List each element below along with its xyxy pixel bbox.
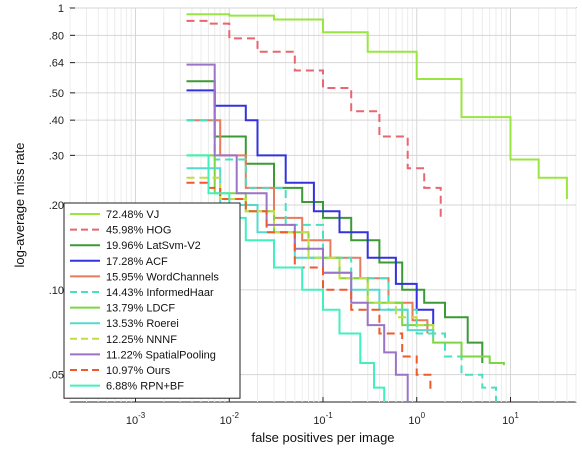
x-tick-label: 10-1 <box>313 411 333 427</box>
x-tick-label: 101 <box>502 411 519 427</box>
series-lines <box>186 13 568 402</box>
legend-label: 6.88% RPN+BF <box>106 381 184 393</box>
x-tick-label: 100 <box>408 411 425 427</box>
legend-label: 45.98% HOG <box>106 225 171 237</box>
legend-label: 13.53% Roerei <box>106 318 179 330</box>
series-line-0 <box>186 13 568 199</box>
legend-box <box>63 202 241 399</box>
series-line-3 <box>186 89 435 326</box>
legend-label: 14.43% InformedHaar <box>106 287 214 299</box>
y-tick-label: .05 <box>49 370 64 382</box>
series-line-1 <box>186 19 442 218</box>
y-tick-label: .30 <box>49 150 64 162</box>
x-tick-label: 10-3 <box>126 411 146 427</box>
y-axis-label: log-average miss rate <box>12 143 27 268</box>
y-axis-ticks: 1 .80 .64 .50 .40 .30 .20 .10 .05 <box>49 3 75 382</box>
x-axis-ticks: 10-3 10-2 10-1 100 101 <box>126 397 519 427</box>
legend-label: 12.25% NNNF <box>106 334 177 346</box>
series-line-11 <box>186 154 386 402</box>
legend-label: 13.79% LDCF <box>106 303 175 315</box>
series-line-10 <box>186 181 432 394</box>
y-tick-label: .20 <box>49 200 64 212</box>
legend-label: 10.97% Ours <box>106 365 171 377</box>
y-tick-label: 1 <box>58 3 64 15</box>
x-tick-label: 10-2 <box>220 411 240 427</box>
series-line-5 <box>186 119 497 402</box>
series-line-8 <box>186 176 435 334</box>
legend-label: 72.48% VJ <box>106 209 159 221</box>
legend-label: 11.22% SpatialPooling <box>106 349 216 361</box>
legend-label: 15.95% WordChannels <box>106 271 219 283</box>
series-line-4 <box>186 119 429 334</box>
y-tick-label: .40 <box>49 115 64 127</box>
legend-label: 19.96% LatSvm-V2 <box>106 240 201 252</box>
legend: 72.48% VJ 45.98% HOG 19.96% LatSvm-V2 17.28… <box>63 202 241 399</box>
y-tick-label: .64 <box>49 58 64 70</box>
y-tick-label: .10 <box>49 285 64 297</box>
y-tick-label: .80 <box>49 30 64 42</box>
x-axis-label: false positives per image <box>251 430 394 445</box>
y-tick-label: .50 <box>49 88 64 100</box>
legend-label: 17.28% ACF <box>106 256 168 268</box>
